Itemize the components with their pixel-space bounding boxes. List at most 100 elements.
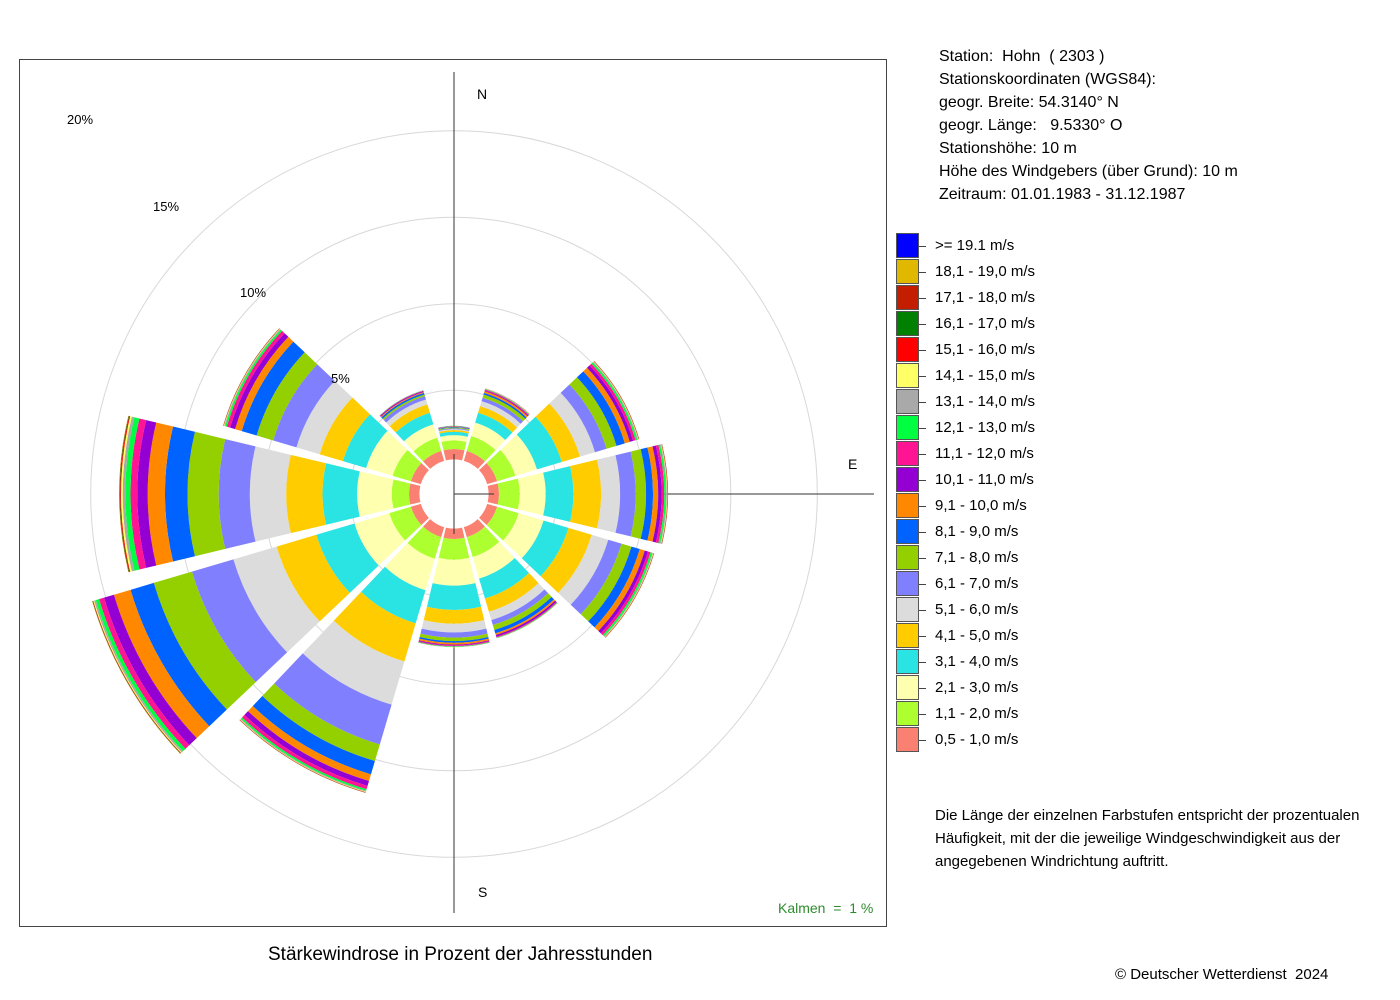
rose-segment [484,573,539,612]
legend-label: 6,1 - 7,0 m/s [935,575,1019,592]
legend-label: 12,1 - 13,0 m/s [935,419,1036,436]
rose-segment [660,444,668,544]
legend-item: 1,1 - 2,0 m/s [896,701,1196,727]
rose-segment [410,463,429,485]
rose-segment [247,706,371,781]
cardinal-east: E [848,456,858,472]
rose-segment [439,429,469,434]
legend-label: 14,1 - 15,0 m/s [935,367,1036,384]
legend-swatch [896,389,919,414]
rose-segment [630,449,647,539]
legend-swatch [896,441,919,466]
legend-item: 18,1 - 19,0 m/s [896,259,1196,285]
rose-segment [137,420,157,568]
rose-segment [438,429,470,432]
rose-segment [438,426,470,429]
rose-segment [655,444,665,544]
legend-swatch [896,285,919,310]
rose-segment [241,341,305,436]
rose-segment [535,403,581,463]
rose-segment [570,459,602,529]
station-elevation: Stationshöhe: 10 m [939,140,1077,157]
rose-segment [540,527,592,593]
rose-segment [640,447,653,541]
rose-segment [113,589,210,739]
legend-item: 3,1 - 4,0 m/s [896,649,1196,675]
legend-item: 17,1 - 18,0 m/s [896,285,1196,311]
rose-segment [423,450,445,469]
chart-title: Stärkewindrose in Prozent der Jahresstun… [268,944,653,965]
rose-segment [418,642,490,647]
legend-swatch [896,701,919,726]
rose-segment [392,449,422,482]
rose-segment [413,437,442,462]
legend-item: 16,1 - 17,0 m/s [896,311,1196,337]
rose-segment [596,455,621,533]
legend-tick [919,688,926,689]
rose-segment [661,444,669,544]
rose-segment [119,415,129,573]
rose-segment [357,471,394,517]
rose-segment [438,426,470,429]
legend-tick [919,558,926,559]
rose-segment [660,444,667,544]
legend-label: 2,1 - 3,0 m/s [935,679,1019,696]
legend-tick [919,662,926,663]
legend-label: 1,1 - 2,0 m/s [935,705,1019,722]
rose-segment [478,406,518,433]
rose-segment [483,392,527,419]
rose-segment [494,596,555,634]
rose-segment [249,446,291,542]
station-latitude: geogr. Breite: 54.3140° N [939,94,1119,111]
legend-swatch [896,597,919,622]
rose-segment [543,466,574,522]
rose-segment [130,582,227,727]
rose-segment [418,638,490,645]
rose-segment [119,415,130,573]
rose-segment [438,537,470,560]
legend-swatch [896,571,919,596]
rose-segment [191,559,288,683]
rose-segment [502,513,544,559]
rose-segment [466,526,500,558]
rose-segment [230,333,289,430]
rose-segment [322,463,360,525]
rose-segment [296,380,353,455]
rose-segment [580,543,632,622]
rose-segment [361,566,426,624]
rose-segment [276,534,350,622]
rose-segment [516,416,562,470]
legend-item: 9,1 - 10,0 m/s [896,493,1196,519]
rose-segment [99,597,190,749]
rose-segment [463,519,485,538]
rose-segment [187,431,226,557]
rose-segment [420,628,488,638]
legend-tick [919,480,926,481]
rose-segment [497,478,520,510]
legend-label: 3,1 - 4,0 m/s [935,653,1019,670]
legend-swatch [896,623,919,648]
rose-segment [492,593,552,631]
rose-segment [480,401,521,428]
rose-segment [615,451,636,537]
rose-segment [521,520,569,577]
rose-segment [495,600,557,637]
rose-segment [486,506,519,541]
rose-segment [302,620,405,705]
rose-segment [652,445,662,543]
legend-swatch [896,363,919,388]
rose-segment [342,414,388,468]
rose-segment [661,444,668,544]
rose-segment [395,412,434,442]
rose-segment [466,435,496,462]
rose-segment [479,503,498,525]
rose-segment [439,431,469,437]
legend-label: >= 19.1 m/s [935,237,1015,254]
rose-segment [384,542,435,591]
rose-segment [389,506,422,541]
rose-segment [438,426,470,430]
legend-tick [919,272,926,273]
rose-segment [647,446,659,542]
rose-segment [125,417,140,571]
rose-segment [463,450,485,469]
